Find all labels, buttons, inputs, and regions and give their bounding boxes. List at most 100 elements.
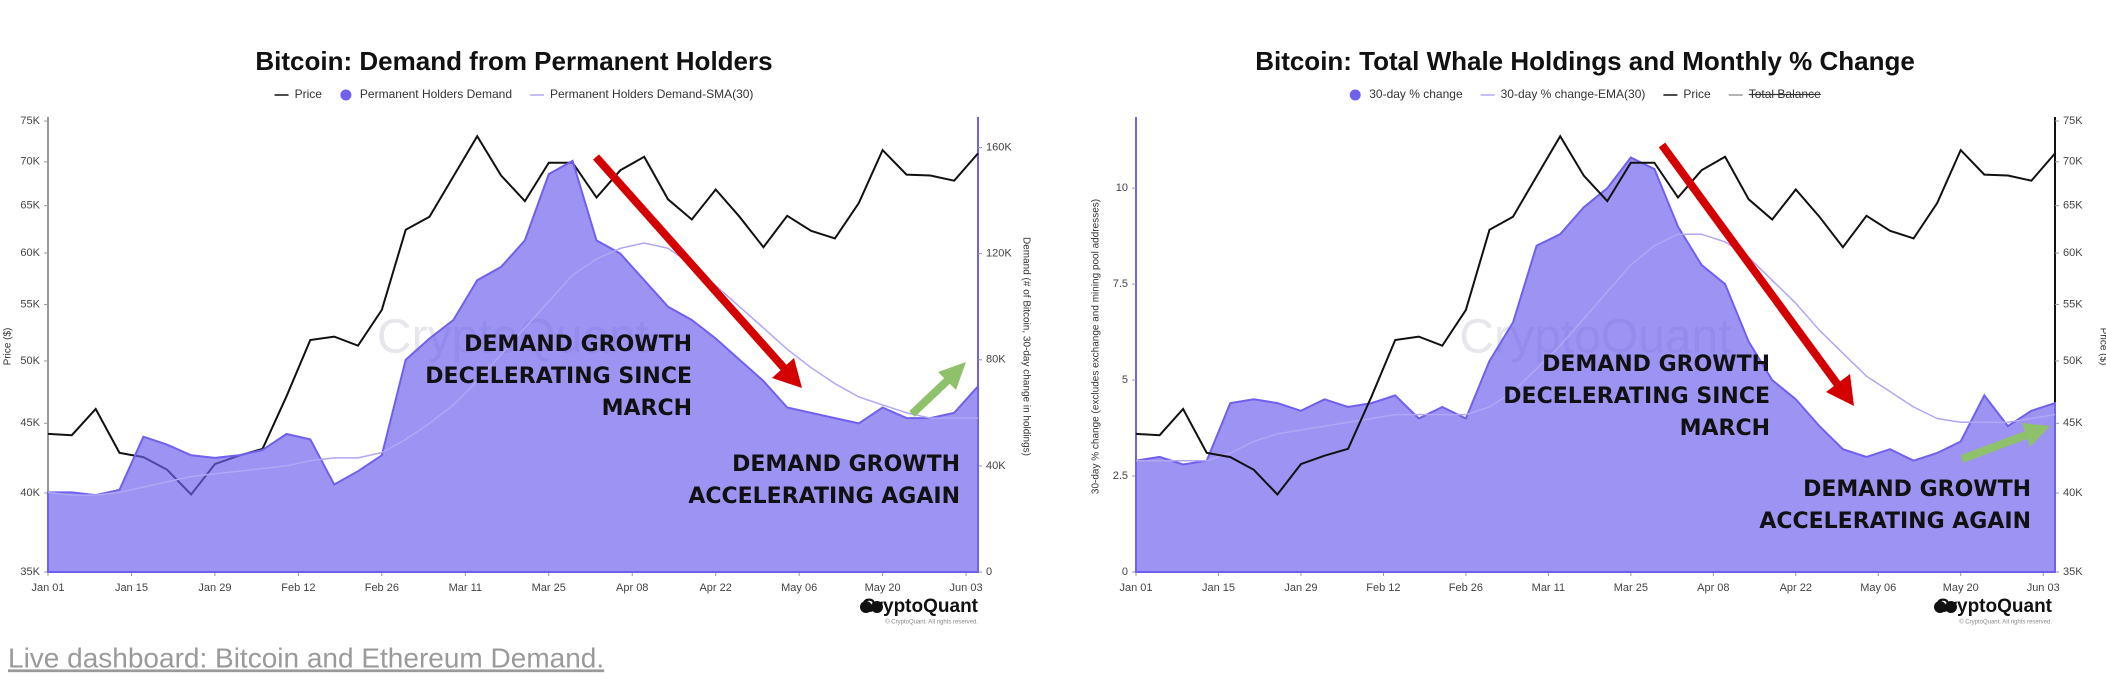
footer-link[interactable]: Live dashboard: Bitcoin and Ethereum Dem… [8, 642, 604, 673]
line [1136, 233, 2056, 462]
copyright: © CryptoQuant. All rights reserved. [1959, 619, 2052, 626]
y2-tick-label: 60K [2063, 247, 2083, 259]
x-tick-label: Jan 01 [31, 582, 64, 594]
annotation: DECELERATING SINCE [1503, 384, 1770, 409]
x-tick-label: Apr 22 [1780, 582, 1812, 594]
y-axis-title: Price ($) [3, 328, 14, 366]
y2-tick-label: 50K [2063, 355, 2083, 367]
annotation: ACCELERATING AGAIN [688, 484, 960, 509]
legend: 30-day % change 30-day % change-EMA(30) Pr… [1349, 87, 1821, 101]
y2-tick-label: 45K [2063, 417, 2083, 429]
y2-axis-title: Demand (# of Bitcoin, 30-day change in h… [1020, 237, 1031, 456]
y2-tick-label: 120K [986, 248, 1012, 260]
arrows [593, 142, 2050, 463]
x-tick-label: Apr 08 [1697, 582, 1729, 594]
annotation: DECELERATING SINCE [425, 364, 692, 389]
y2-tick-label: 70K [2063, 156, 2083, 168]
y-axis-title: 30-day % change (excludes exchange and m… [1091, 199, 1102, 494]
annotation: DEMAND GROWTH [732, 452, 960, 477]
green-arrow [1960, 431, 2028, 463]
y2-tick-label: 160K [986, 141, 1012, 153]
legend-label: Permanent Holders Demand [360, 87, 512, 101]
x-tick-label: May 06 [1860, 582, 1896, 594]
x-tick-label: Jan 29 [1284, 582, 1317, 594]
y-tick-label: 40K [20, 487, 40, 499]
red-arrow-head [1826, 374, 1854, 406]
y2-tick-label: 35K [2063, 566, 2083, 578]
area [47, 159, 979, 573]
green-arrow-head [938, 362, 966, 390]
legend-label: Permanent Holders Demand-SMA(30) [550, 87, 753, 101]
brand: CryptoQuant [862, 596, 979, 617]
y2-axis-title: Price ($) [2097, 328, 2106, 366]
area [1135, 156, 2056, 573]
x-tick-label: Mar 25 [532, 582, 566, 594]
y2-tick-label: 55K [2063, 298, 2083, 310]
legend-label: Total Balance [1749, 87, 1821, 101]
logo-icon [871, 601, 883, 613]
chart: Bitcoin: Total Whale Holdings and Monthl… [1091, 46, 2106, 626]
x-tick-label: Mar 11 [449, 582, 482, 594]
red-arrow-head [772, 358, 802, 388]
logo-icon [1945, 601, 1957, 613]
x-tick-label: Mar 11 [1532, 582, 1565, 594]
y-tick-label: 65K [20, 200, 40, 212]
legend-label: 30-day % change-EMA(30) [1501, 87, 1646, 101]
y-tick-label: 70K [20, 156, 40, 168]
y-tick-label: 35K [20, 566, 40, 578]
footer-text[interactable]: Live dashboard: Bitcoin and Ethereum Dem… [8, 642, 604, 673]
chart: Bitcoin: Demand from Permanent Holders Cr… [3, 46, 1032, 626]
annotation: MARCH [602, 396, 692, 421]
x-tick-label: Jan 15 [115, 582, 148, 594]
y2-tick-label: 0 [986, 566, 992, 578]
x-tick-label: Jun 03 [950, 582, 983, 594]
y2-tick-label: 65K [2063, 200, 2083, 212]
legend-label: 30-day % change [1369, 87, 1463, 101]
y-tick-label: 45K [20, 417, 40, 429]
line [47, 242, 978, 496]
x-tick-label: Jan 01 [1119, 582, 1152, 594]
x-tick-label: May 06 [781, 582, 817, 594]
logo-icon [860, 601, 872, 613]
line [1135, 134, 2056, 497]
x-tick-label: May 20 [1943, 582, 1979, 594]
x-tick-label: Jun 03 [2027, 582, 2060, 594]
y2-tick-label: 80K [986, 354, 1006, 366]
x-tick-label: Apr 08 [616, 582, 648, 594]
legend-label: Price [1683, 87, 1711, 101]
y-tick-label: 55K [20, 298, 40, 310]
x-tick-label: Feb 26 [365, 582, 399, 594]
y-tick-label: 60K [20, 247, 40, 259]
y-tick-label: 5 [1122, 374, 1128, 386]
green-arrow [909, 377, 951, 417]
legend-marker [1349, 89, 1361, 101]
y-tick-label: 75K [20, 115, 40, 127]
green-arrow-head [2022, 423, 2050, 447]
red-arrow [593, 154, 787, 371]
chart-title: Bitcoin: Demand from Permanent Holders [255, 46, 772, 76]
red-arrow [1658, 142, 1842, 388]
copyright: © CryptoQuant. All rights reserved. [885, 619, 978, 626]
y-tick-label: 50K [20, 355, 40, 367]
y2-tick-label: 40K [2063, 487, 2083, 499]
y-tick-label: 10 [1116, 182, 1128, 194]
y-tick-label: 2.5 [1113, 470, 1128, 482]
annotation: DEMAND GROWTH [1803, 477, 2031, 502]
y2-tick-label: 40K [986, 460, 1006, 472]
x-tick-label: Feb 12 [281, 582, 315, 594]
x-tick-label: Jan 15 [1202, 582, 1235, 594]
annotation: DEMAND GROWTH [464, 332, 692, 357]
y2-tick-label: 75K [2063, 115, 2083, 127]
x-tick-label: Apr 22 [699, 582, 731, 594]
annotation: DEMAND GROWTH [1542, 352, 1770, 377]
legend-marker [340, 89, 352, 101]
y-tick-label: 7.5 [1113, 278, 1128, 290]
x-tick-label: Mar 25 [1614, 582, 1648, 594]
logo-icon [1934, 601, 1946, 613]
annotation: MARCH [1680, 416, 1770, 441]
legend-label: Price [295, 87, 323, 101]
brand: CryptoQuant [1936, 596, 2053, 617]
x-tick-label: Feb 12 [1366, 582, 1400, 594]
